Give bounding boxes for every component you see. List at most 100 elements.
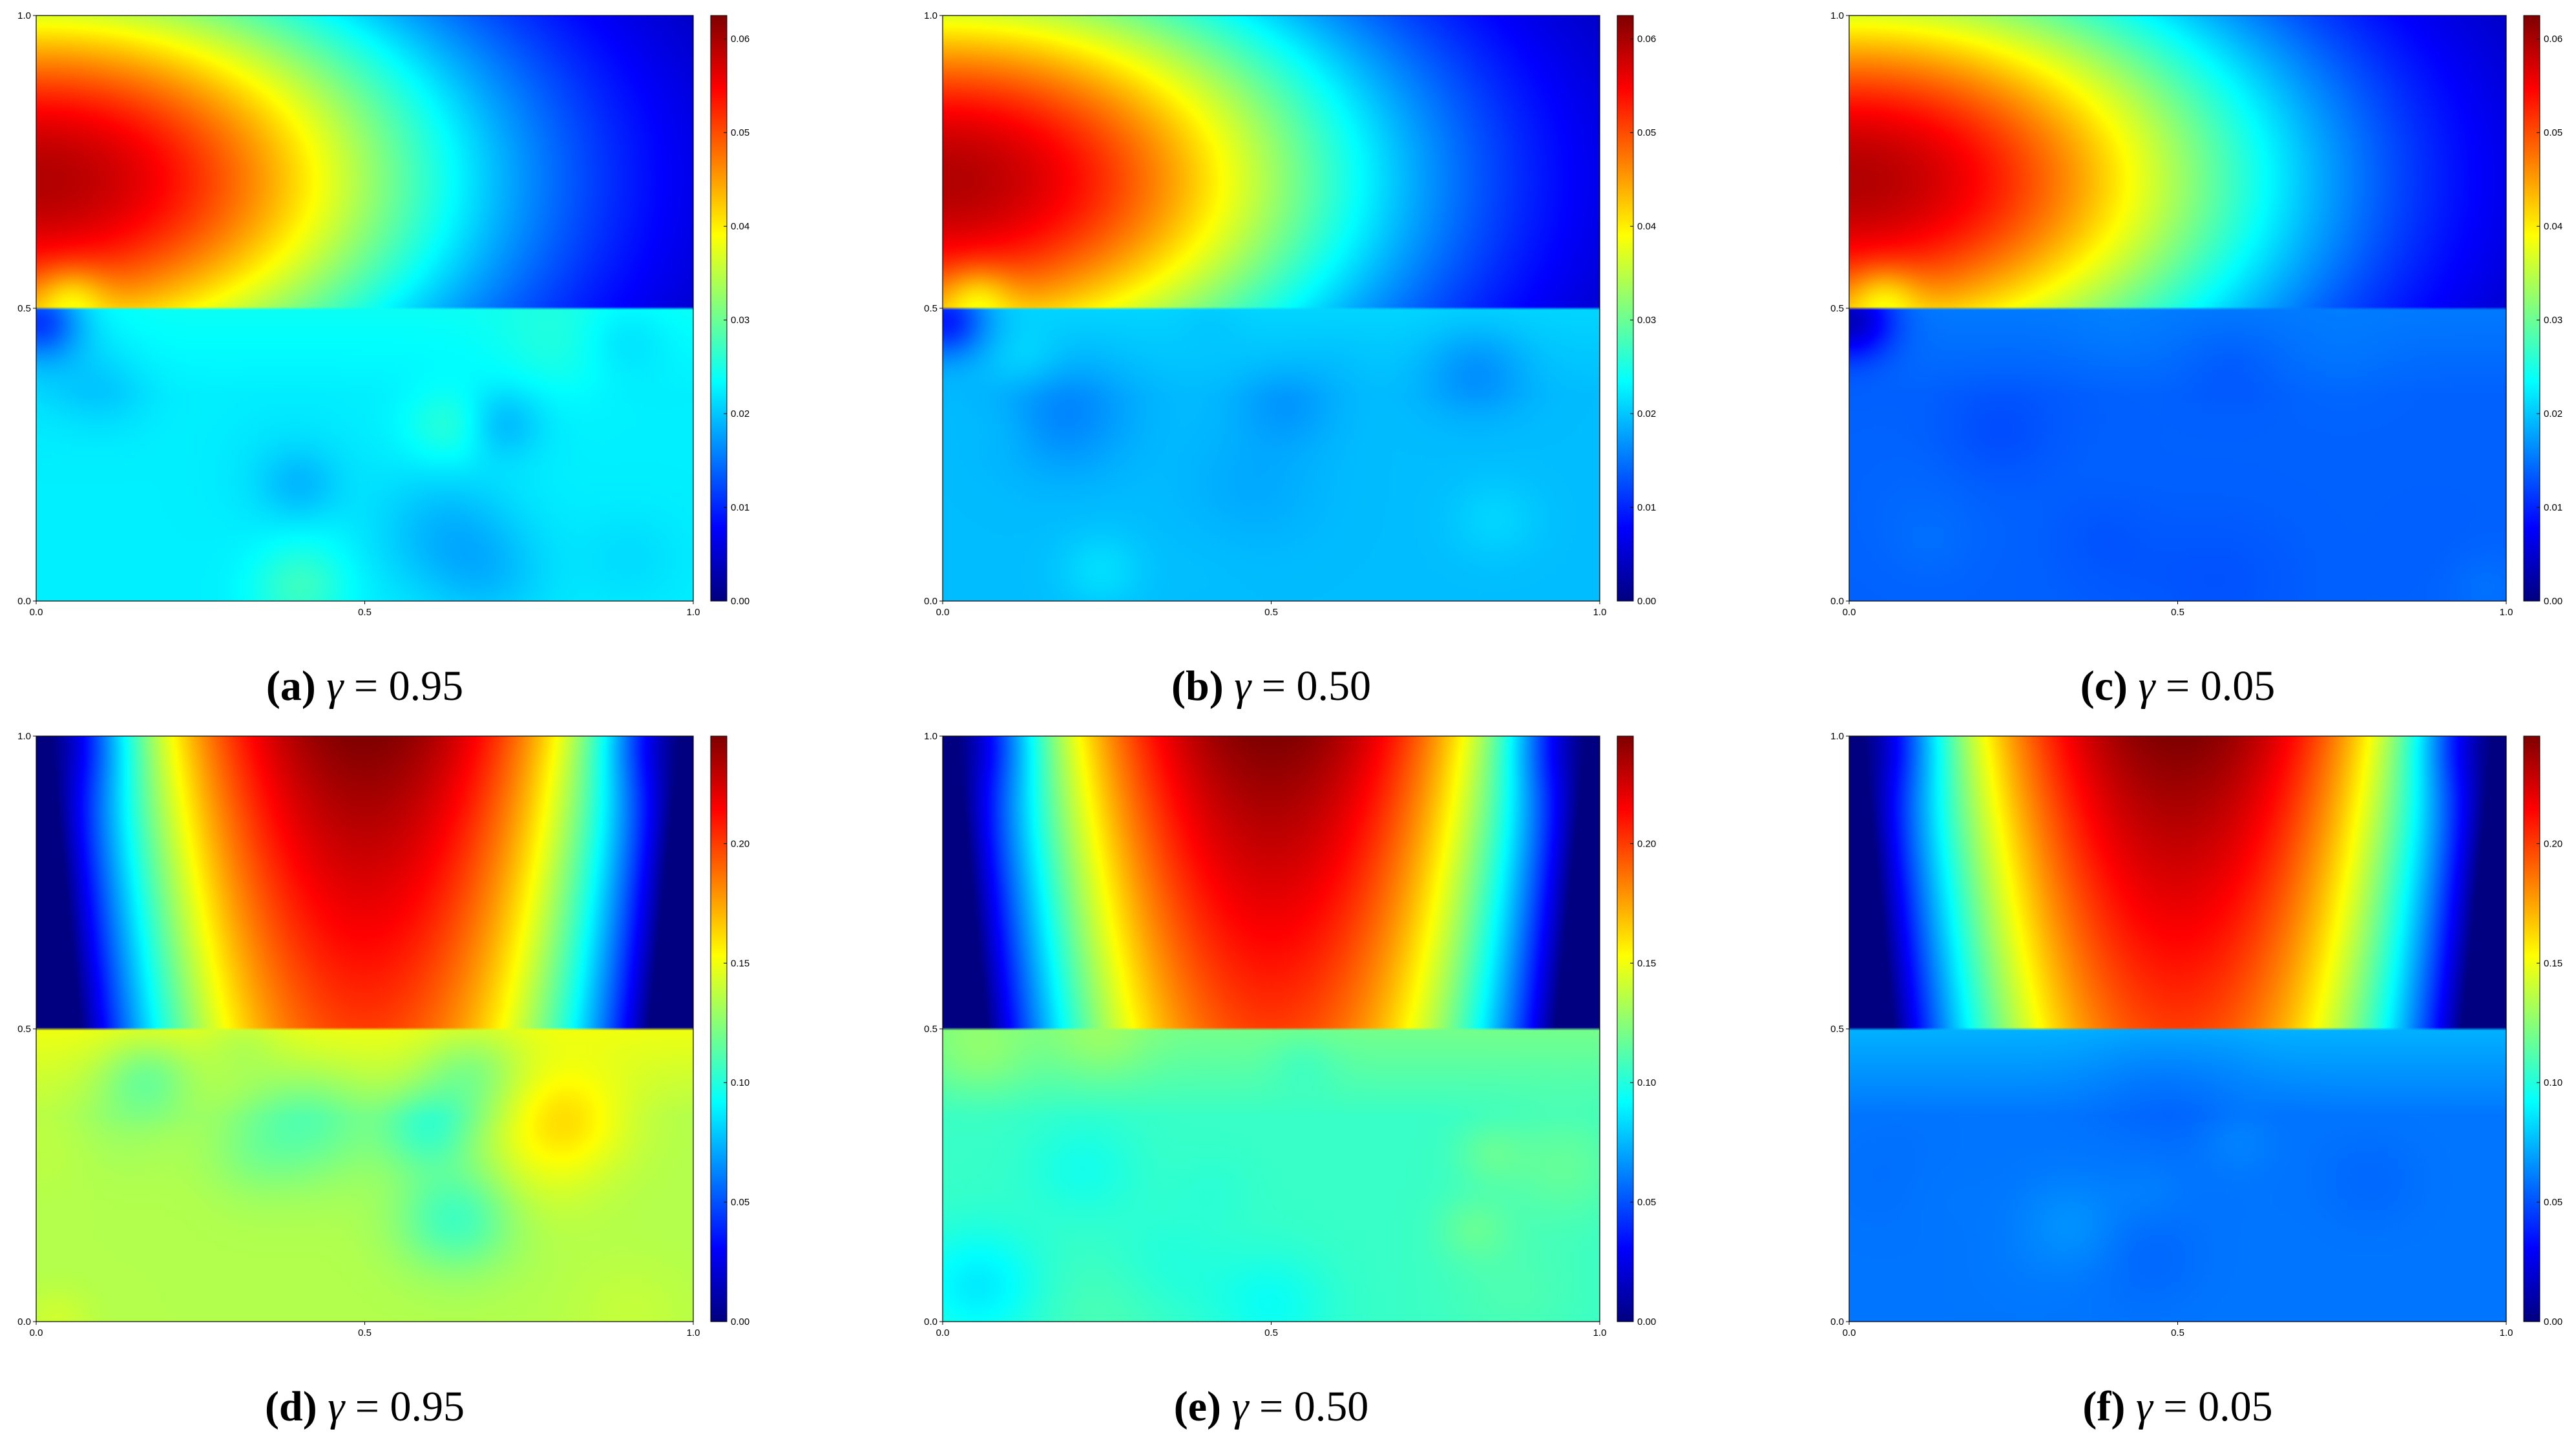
x-tick-label: 1.0	[687, 607, 700, 618]
colorbar-tick-label: 0.03	[2544, 315, 2562, 326]
gamma-symbol: γ	[1231, 1383, 1249, 1430]
y-tick-label: 0.0	[1830, 1316, 1844, 1327]
panel-caption-a: (a) γ = 0.95	[10, 662, 720, 711]
x-tick-label: 1.0	[2500, 607, 2513, 618]
heatmap-panel-c: 0.0 0.5 1.0 0.0 0.5 1.0 0.00 0.01 0.02 0.03 0.04 0.…	[1830, 10, 2576, 726]
colorbar-tick-label: 0.20	[1637, 838, 1656, 849]
colorbar-tick-label: 0.05	[2544, 1197, 2562, 1208]
y-tick-label: 0.0	[1830, 596, 1844, 607]
y-tick-label: 1.0	[1830, 731, 1844, 742]
y-tick-label: 0.5	[924, 303, 937, 314]
heatmap-svg-a: 0.0 0.5 1.0 0.0 0.5 1.0 0.00 0.01 0.02 0.03 0.04 0.…	[17, 10, 749, 618]
heatmap-svg-c: 0.0 0.5 1.0 0.0 0.5 1.0 0.00 0.01 0.02 0.03 0.04 0.…	[1830, 10, 2562, 618]
colorbar-tick-label: 0.06	[2544, 34, 2562, 45]
colorbar-tick-label: 0.05	[731, 127, 749, 138]
colorbar-tick-label: 0.15	[1637, 958, 1656, 969]
heatmap-image	[1849, 16, 2506, 601]
x-tick-label: 0.0	[1843, 607, 1856, 618]
y-tick-label: 0.5	[1830, 303, 1844, 314]
colorbar-tick-label: 0.02	[2544, 408, 2562, 419]
x-tick-label: 1.0	[2500, 1327, 2513, 1338]
colorbar	[710, 15, 728, 602]
y-tick-label: 0.5	[17, 1024, 31, 1035]
gamma-value: 0.50	[1296, 662, 1371, 710]
colorbar-tick-label: 0.00	[1637, 596, 1656, 607]
colorbar-tick-label: 0.04	[1637, 221, 1656, 232]
x-tick-label: 0.5	[358, 1327, 372, 1338]
x-tick-label: 0.0	[936, 607, 950, 618]
colorbar-tick-label: 0.10	[1637, 1077, 1656, 1088]
x-tick-label: 1.0	[1593, 1327, 1607, 1338]
gamma-value: 0.95	[388, 662, 464, 710]
y-tick-label: 0.0	[924, 1316, 937, 1327]
x-tick-label: 0.0	[30, 1327, 43, 1338]
equals-sign: =	[355, 1383, 379, 1430]
y-tick-label: 1.0	[924, 10, 937, 21]
colorbar-tick-label: 0.06	[1637, 34, 1656, 45]
heatmap-svg-b: 0.0 0.5 1.0 0.0 0.5 1.0 0.00 0.01 0.02 0.03 0.04 0.…	[924, 10, 1656, 618]
caption-letter: (e)	[1173, 1383, 1221, 1430]
equals-sign: =	[2166, 662, 2190, 710]
y-tick-label: 1.0	[17, 10, 31, 21]
heatmap-svg-f: 0.0 0.5 1.0 0.0 0.5 1.0 0.00 0.05 0.10 0.15 0.20	[1830, 731, 2562, 1338]
heatmap-image	[943, 736, 1600, 1322]
heatmap-panel-d: 0.0 0.5 1.0 0.0 0.5 1.0 0.00 0.05 0.10 0.15 0.20	[17, 731, 766, 1447]
colorbar-tick-label: 0.03	[1637, 315, 1656, 326]
colorbar-tick-label: 0.06	[731, 34, 749, 45]
y-tick-label: 1.0	[1830, 10, 1844, 21]
y-tick-label: 0.0	[924, 596, 937, 607]
heatmap-svg-e: 0.0 0.5 1.0 0.0 0.5 1.0 0.00 0.05 0.10 0.15 0.20	[924, 731, 1656, 1338]
colorbar-tick-label: 0.20	[731, 838, 749, 849]
gamma-symbol: γ	[2138, 662, 2155, 710]
heatmap-panel-e: 0.0 0.5 1.0 0.0 0.5 1.0 0.00 0.05 0.10 0.15 0.20	[924, 731, 1672, 1447]
colorbar	[1617, 735, 1634, 1322]
x-tick-label: 0.0	[30, 607, 43, 618]
gamma-symbol: γ	[1234, 662, 1251, 710]
heatmap-image	[36, 736, 693, 1322]
panel-caption-b: (b) γ = 0.50	[916, 662, 1627, 711]
colorbar-tick-label: 0.10	[2544, 1077, 2562, 1088]
y-tick-label: 0.0	[17, 596, 31, 607]
heatmap-panel-b: 0.0 0.5 1.0 0.0 0.5 1.0 0.00 0.01 0.02 0.03 0.04 0.…	[924, 10, 1672, 726]
heatmap-image	[1849, 736, 2506, 1322]
colorbar-tick-label: 0.00	[731, 1316, 749, 1327]
colorbar-tick-label: 0.04	[2544, 221, 2562, 232]
gamma-value: 0.05	[2198, 1383, 2273, 1430]
colorbar	[710, 735, 728, 1322]
caption-letter: (a)	[266, 662, 316, 710]
colorbar-tick-label: 0.03	[731, 315, 749, 326]
equals-sign: =	[353, 662, 379, 710]
colorbar-tick-label: 0.01	[2544, 502, 2562, 513]
panel-caption-c: (c) γ = 0.05	[1823, 662, 2533, 711]
heatmap-svg-d: 0.0 0.5 1.0 0.0 0.5 1.0 0.00 0.05 0.10 0.15 0.20	[17, 731, 749, 1338]
caption-letter: (c)	[2080, 662, 2128, 710]
colorbar-tick-label: 0.02	[731, 408, 749, 419]
colorbar	[2523, 15, 2540, 602]
x-tick-label: 1.0	[687, 1327, 700, 1338]
colorbar-tick-label: 0.01	[731, 502, 749, 513]
x-tick-label: 0.5	[2171, 1327, 2184, 1338]
caption-letter: (f)	[2082, 1383, 2126, 1430]
colorbar-tick-label: 0.05	[731, 1197, 749, 1208]
gamma-value: 0.95	[390, 1383, 465, 1430]
colorbar-tick-label: 0.04	[731, 221, 749, 232]
panel-caption-e: (e) γ = 0.50	[916, 1382, 1627, 1431]
colorbar-tick-label: 0.00	[1637, 1316, 1656, 1327]
equals-sign: =	[1259, 1383, 1284, 1430]
colorbar-tick-label: 0.10	[731, 1077, 749, 1088]
y-tick-label: 0.5	[924, 1024, 937, 1035]
colorbar-tick-label: 0.15	[2544, 958, 2562, 969]
gamma-value: 0.50	[1293, 1383, 1369, 1430]
heatmap-panel-a: 0.0 0.5 1.0 0.0 0.5 1.0 0.00 0.01 0.02 0.03 0.04 0.…	[17, 10, 766, 726]
panel-caption-f: (f) γ = 0.05	[1823, 1382, 2533, 1431]
panel-caption-d: (d) γ = 0.95	[10, 1382, 720, 1431]
y-tick-label: 0.5	[17, 303, 31, 314]
y-tick-label: 0.5	[1830, 1024, 1844, 1035]
x-tick-label: 0.5	[2171, 607, 2184, 618]
heatmap-image	[943, 16, 1600, 601]
x-tick-label: 0.5	[358, 607, 372, 618]
heatmap-image	[36, 16, 693, 601]
colorbar-tick-label: 0.02	[1637, 408, 1656, 419]
colorbar	[1617, 15, 1634, 602]
colorbar	[2523, 735, 2540, 1322]
